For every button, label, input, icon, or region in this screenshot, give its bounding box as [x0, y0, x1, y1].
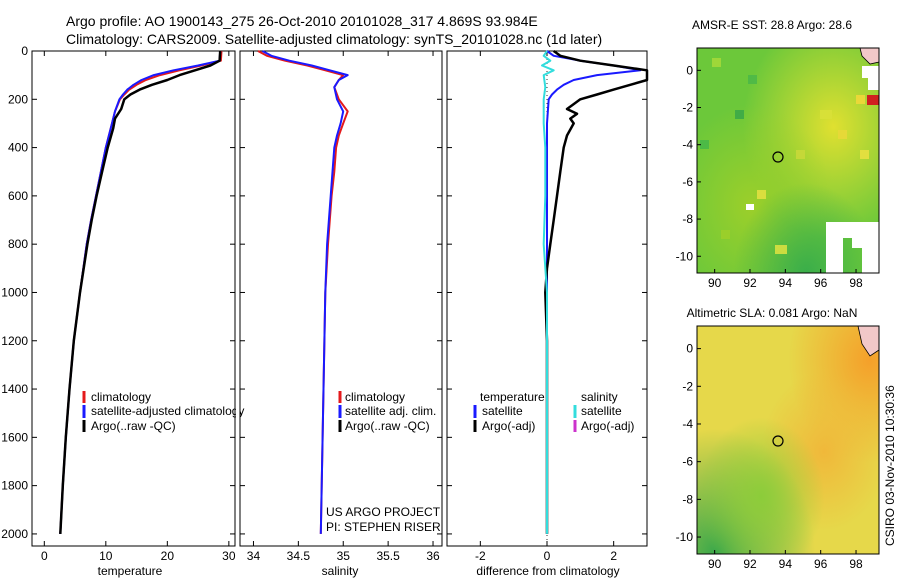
- y-tick-label: 2000: [1, 527, 28, 541]
- y-tick-label: 800: [8, 237, 28, 251]
- salinity-axis-label: salinity: [322, 564, 359, 578]
- legend-label-climatology: climatology: [345, 390, 405, 404]
- series-satellite-adjusted-climatology: [59, 50, 222, 534]
- x-tick-label: -2: [475, 549, 486, 563]
- map-y-tick-label: -2: [682, 101, 693, 115]
- series-satellite-adj-clim: [261, 50, 349, 534]
- map-y-tick-label: -10: [676, 249, 694, 263]
- salinity-legend: climatology satellite adj. clim. Argo(..…: [338, 390, 436, 433]
- sla-map-title: Altimetric SLA: 0.081 Argo: NaN: [687, 306, 858, 320]
- map-x-tick-label: 96: [814, 276, 828, 290]
- map-y-tick-label: -6: [682, 175, 693, 189]
- temperature-legend: climatology satellite-adjusted climatolo…: [82, 390, 244, 433]
- x-tick-label: 0: [544, 549, 551, 563]
- y-tick-label: 1200: [1, 334, 28, 348]
- difference-legend-salinity: salinity satellite Argo(-adj): [573, 390, 634, 433]
- x-tick-label: 0: [41, 549, 48, 563]
- map-y-tick-label: 0: [686, 342, 693, 356]
- map-x-tick-label: 90: [708, 276, 722, 290]
- y-tick-label: 1600: [1, 430, 28, 444]
- legend-label-temp-argo: Argo(-adj): [482, 419, 535, 433]
- csiro-timestamp: CSIRO 03-Nov-2010 10:30:36: [883, 385, 897, 546]
- map-y-tick-label: 0: [686, 63, 693, 77]
- x-tick-label: 35: [337, 549, 351, 563]
- x-tick-label: 20: [161, 549, 175, 563]
- sla-argo-position-marker: [772, 435, 784, 447]
- temperature-plot: 0 10 20 30 0 200 400 600 800 1000 1200 1400 1600 1800…: [1, 44, 236, 563]
- sst-cool-patch: [697, 48, 879, 273]
- series-climatology: [257, 50, 349, 534]
- sst-hot-cell: [867, 95, 879, 105]
- map-y-tick-label: -4: [682, 417, 693, 431]
- y-tick-label: 0: [21, 44, 28, 58]
- difference-axis-label: difference from climatology: [476, 564, 619, 578]
- map-x-tick-label: 94: [779, 276, 793, 290]
- sst-map: [696, 47, 880, 274]
- map-y-tick-label: -4: [682, 138, 693, 152]
- x-tick-label: 2: [610, 549, 617, 563]
- header-line-2: Climatology: CARS2009. Satellite-adjuste…: [66, 31, 602, 47]
- project-annotation-2: PI: STEPHEN RISER: [326, 520, 441, 534]
- legend-label-temp-satellite: satellite: [482, 404, 523, 418]
- map-y-tick-label: -2: [682, 379, 693, 393]
- series-climatology: [59, 50, 223, 534]
- x-tick-label: 35.5: [376, 549, 400, 563]
- y-tick-label: 200: [8, 92, 28, 106]
- x-tick-label: 36: [426, 549, 440, 563]
- x-tick-label: 10: [99, 549, 113, 563]
- legend-label-satellite: satellite-adjusted climatology: [91, 404, 244, 418]
- sst-map-frame: [696, 47, 880, 274]
- difference-plot: -2 0 2: [447, 49, 649, 563]
- project-annotation-1: US ARGO PROJECT: [326, 505, 441, 519]
- map-y-tick-label: -10: [676, 530, 694, 544]
- sst-map-axes: 90 92 94 96 98 0 -2 -4 -6 -8 -10: [676, 63, 863, 290]
- difference-legend-temperature: temperature satellite Argo(-adj): [473, 390, 545, 433]
- series-salinity-satellite: [541, 50, 555, 534]
- sst-pixels: [700, 58, 869, 254]
- sst-missing-data: [746, 66, 879, 273]
- sst-argo-position-marker: [772, 151, 784, 163]
- legend-label-climatology: climatology: [91, 390, 151, 404]
- x-tick-label: 30: [222, 549, 236, 563]
- sla-map: [696, 325, 880, 555]
- temperature-legend-clip: [236, 395, 240, 435]
- map-x-tick-label: 92: [743, 557, 757, 571]
- map-x-tick-label: 98: [849, 276, 863, 290]
- salinity-plot: 34 34.5 35 35.5 36: [240, 50, 442, 563]
- map-y-tick-label: -8: [682, 492, 693, 506]
- temperature-axis-label: temperature: [98, 564, 163, 578]
- legend-label-argo: Argo(..raw -QC): [345, 419, 430, 433]
- map-x-tick-label: 96: [814, 557, 828, 571]
- y-tick-label: 600: [8, 189, 28, 203]
- map-x-tick-label: 90: [708, 557, 722, 571]
- sla-map-axes: 90 92 94 96 98 0 -2 -4 -6 -8 -10: [676, 342, 863, 571]
- map-x-tick-label: 94: [779, 557, 793, 571]
- map-y-tick-label: -8: [682, 212, 693, 226]
- x-tick-label: 34: [247, 549, 261, 563]
- legend-title-temperature: temperature: [480, 390, 545, 404]
- y-tick-label: 1400: [1, 382, 28, 396]
- legend-label-sal-argo: Argo(-adj): [581, 419, 634, 433]
- series-temperature-argo-adj: [544, 49, 649, 534]
- map-y-tick-label: -6: [682, 455, 693, 469]
- series-argo-raw-qc: [59, 50, 222, 534]
- y-tick-label: 1800: [1, 479, 28, 493]
- legend-label-argo: Argo(..raw -QC): [91, 419, 176, 433]
- legend-label-satellite: satellite adj. clim.: [345, 404, 436, 418]
- y-tick-label: 1000: [1, 285, 28, 299]
- series-temperature-satellite: [546, 50, 642, 534]
- map-x-tick-label: 92: [743, 276, 757, 290]
- sst-map-title: AMSR-E SST: 28.8 Argo: 28.6: [692, 18, 852, 32]
- salinity-panel-frame: [239, 50, 443, 547]
- legend-label-sal-satellite: satellite: [581, 404, 622, 418]
- sla-west-low: [697, 326, 879, 554]
- sla-map-frame: [696, 325, 880, 555]
- temperature-panel-frame: [31, 50, 236, 547]
- legend-title-salinity: salinity: [581, 390, 618, 404]
- map-x-tick-label: 98: [849, 557, 863, 571]
- x-tick-label: 34.5: [287, 549, 311, 563]
- header-line-1: Argo profile: AO 1900143_275 26-Oct-2010…: [66, 13, 538, 29]
- y-tick-label: 400: [8, 141, 28, 155]
